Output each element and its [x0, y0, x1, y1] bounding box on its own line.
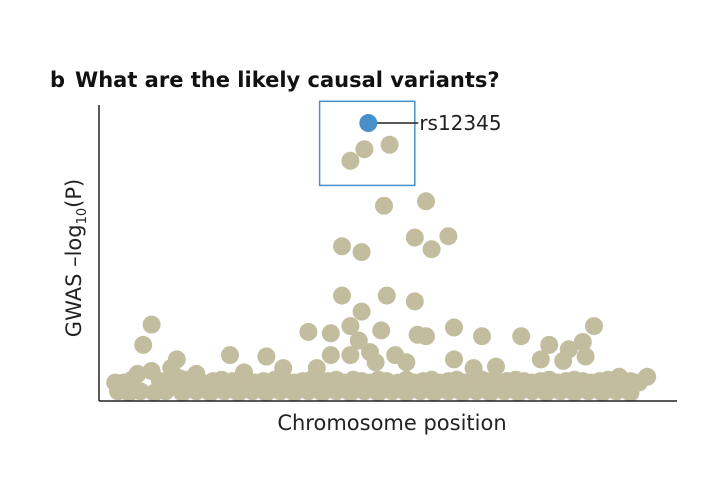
data-point: [425, 383, 444, 402]
points-layer: [106, 135, 657, 402]
data-point: [537, 383, 556, 402]
data-point: [467, 382, 486, 401]
y-axis-label-suffix: (P): [62, 179, 86, 208]
data-point: [585, 317, 603, 336]
data-point: [554, 351, 573, 370]
data-point: [445, 318, 463, 337]
data-point: [512, 327, 531, 346]
data-point: [386, 346, 405, 365]
data-point: [565, 383, 584, 402]
data-point: [445, 350, 463, 369]
data-point: [383, 382, 402, 401]
data-point: [229, 383, 248, 402]
data-point: [439, 382, 458, 401]
data-point: [377, 286, 396, 305]
data-point: [453, 383, 472, 402]
data-point: [333, 237, 351, 256]
data-point: [405, 292, 424, 311]
data-point: [173, 383, 192, 402]
data-point: [299, 382, 318, 401]
highlight-box: [318, 100, 416, 187]
panel-title: b What are the likely causal variants?: [50, 68, 500, 92]
data-point: [473, 327, 491, 346]
data-point: [361, 343, 379, 362]
x-axis-label: Chromosome position: [277, 411, 506, 435]
data-point: [128, 364, 147, 383]
data-point: [271, 382, 290, 401]
data-point: [201, 383, 220, 402]
data-point: [327, 382, 346, 401]
highlight-point: [359, 114, 378, 133]
y-axis-label-sub: 10: [75, 208, 90, 225]
data-point: [349, 331, 368, 350]
data-point: [573, 333, 592, 351]
data-point: [341, 346, 360, 365]
data-point: [397, 383, 416, 402]
data-point: [142, 315, 161, 334]
data-point: [341, 383, 360, 402]
y-axis-label-prefix: GWAS –log: [62, 224, 86, 337]
data-point: [321, 346, 340, 365]
data-point: [257, 347, 276, 366]
panel-letter: b: [50, 68, 66, 92]
data-point: [221, 346, 239, 365]
data-point: [243, 382, 262, 401]
data-point: [621, 383, 640, 402]
data-point: [352, 243, 371, 262]
data-point: [405, 228, 424, 247]
data-point: [579, 382, 598, 401]
data-point: [422, 240, 441, 259]
data-point: [341, 317, 360, 336]
data-point: [215, 382, 234, 401]
data-point: [531, 350, 550, 369]
data-point: [299, 322, 318, 341]
data-point: [439, 227, 458, 246]
data-point: [313, 383, 332, 402]
data-point: [540, 335, 559, 354]
data-point: [355, 140, 374, 159]
data-point: [375, 196, 393, 215]
data-point: [417, 327, 435, 346]
data-point: [341, 151, 360, 170]
data-point: [551, 382, 570, 401]
data-point: [156, 382, 175, 401]
data-point: [411, 382, 430, 401]
data-point: [523, 382, 542, 401]
data-point: [372, 321, 391, 340]
data-point: [355, 382, 374, 401]
data-point: [333, 286, 351, 305]
data-point: [593, 383, 612, 402]
data-point: [576, 347, 595, 366]
data-point: [321, 324, 340, 343]
highlight-label: rs12345: [419, 111, 501, 135]
data-point: [487, 357, 505, 376]
data-point: [369, 383, 388, 402]
data-point: [134, 335, 153, 354]
data-point: [380, 135, 399, 154]
data-point: [481, 383, 500, 402]
data-point: [187, 382, 206, 401]
panel-title-text: What are the likely causal variants?: [75, 68, 500, 92]
data-point: [352, 302, 371, 321]
data-point: [509, 383, 528, 402]
data-point: [495, 382, 514, 401]
data-point: [257, 383, 276, 402]
data-point: [285, 383, 304, 402]
y-axis-label: GWAS –log10(P): [62, 179, 90, 337]
data-point: [131, 382, 150, 401]
data-point: [417, 192, 435, 211]
data-point: [607, 382, 626, 401]
